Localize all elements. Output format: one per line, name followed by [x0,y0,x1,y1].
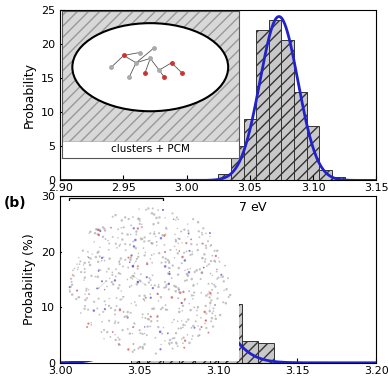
Bar [210,299,226,363]
Text: $E_{ex}$ = 3.07 eV: $E_{ex}$ = 3.07 eV [181,201,268,216]
Y-axis label: Probability: Probability [23,62,36,128]
Bar [226,304,242,363]
Bar [258,343,274,363]
Bar [242,341,258,363]
Bar [179,246,194,363]
Bar [269,20,281,180]
Bar [194,277,210,363]
Bar [319,170,332,180]
Bar [163,224,179,363]
Bar [282,40,294,180]
Bar [131,288,147,363]
X-axis label: $E_{ex}$ (eV): $E_{ex}$ (eV) [193,195,243,211]
Text: $\Delta\,E_{ex}$=0.020 eV: $\Delta\,E_{ex}$=0.020 eV [73,201,160,215]
Bar [218,173,231,180]
Bar [332,177,345,180]
Bar [294,92,307,180]
Text: (b): (b) [4,196,26,210]
Y-axis label: Probability (%): Probability (%) [23,234,36,325]
Bar [256,30,269,180]
Bar [147,251,163,363]
Bar [244,119,256,180]
Bar [231,146,244,180]
Bar [307,126,319,180]
